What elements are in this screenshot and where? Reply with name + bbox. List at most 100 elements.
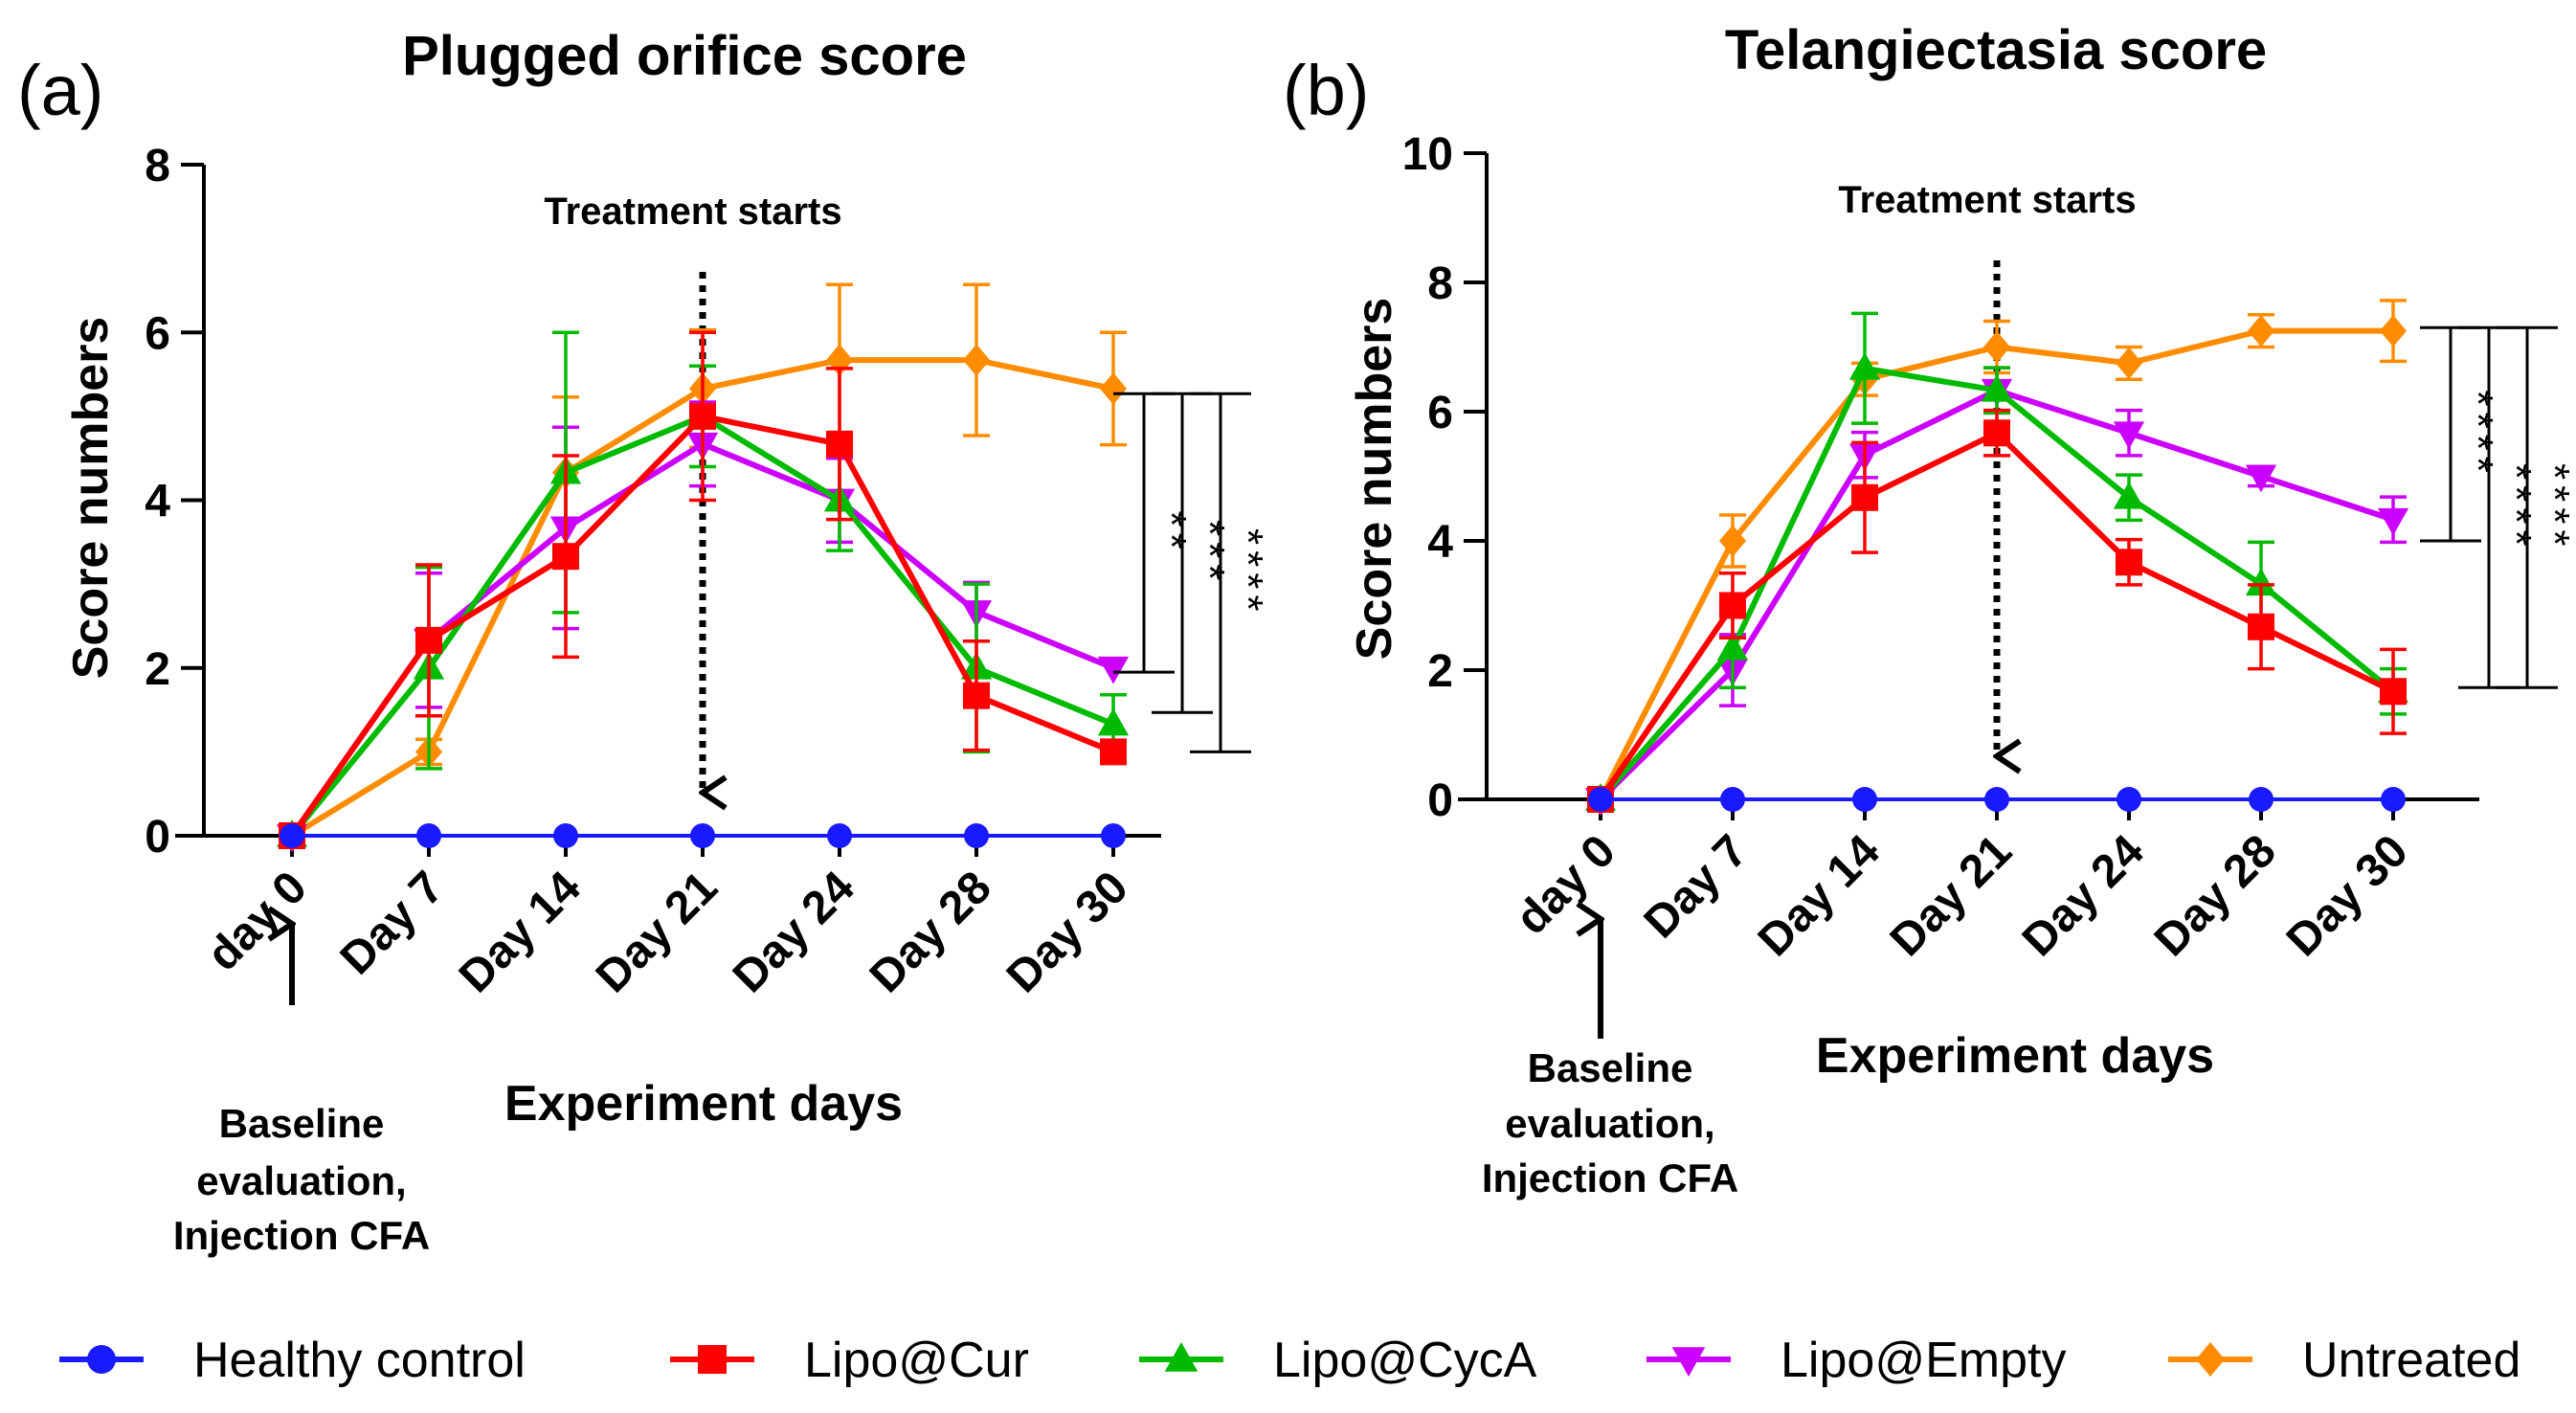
point-empty	[2113, 421, 2145, 450]
point-untreated	[1100, 372, 1127, 405]
point-cyca	[1716, 632, 1749, 661]
legend-label: Lipo@CycA	[1273, 1333, 1537, 1388]
legend-item-healthy: Healthy control	[59, 1333, 526, 1388]
significance-bracket	[1190, 392, 1251, 753]
y-tick-label: 0	[145, 812, 170, 863]
baseline-note-line: Injection CFA	[1482, 1155, 1738, 1200]
panel-a-y-axis-label: Score numbers	[63, 317, 119, 680]
significance-label: ***	[1186, 520, 1233, 586]
legend-marker-untreated	[2196, 1342, 2225, 1377]
legend: Healthy control Lipo@Cur Lipo@CycA Lipo@Emp…	[59, 1333, 2520, 1388]
x-tick-label: Day 30	[997, 862, 1138, 1002]
y-tick-label: 0	[1427, 775, 1453, 826]
point-untreated	[963, 344, 990, 376]
point-cur	[415, 626, 442, 654]
panel-b-x-axis-label: Experiment days	[1816, 1028, 2214, 1084]
point-healthy	[964, 823, 989, 848]
baseline-note-line: evaluation,	[1505, 1101, 1714, 1146]
point-cur	[1983, 419, 2010, 447]
significance-label: ****	[1224, 528, 1271, 617]
point-cur	[1719, 592, 1746, 619]
y-tick-label: 4	[1427, 517, 1453, 568]
y-tick-label: 4	[145, 477, 170, 527]
y-tick-label: 2	[1427, 646, 1453, 697]
point-cur	[1851, 483, 1878, 511]
point-healthy	[280, 823, 304, 848]
legend-label: Lipo@Cur	[804, 1333, 1029, 1388]
x-tick-label: Day 30	[2277, 825, 2418, 966]
panel-b-title: Telangiectasia score	[1725, 19, 2267, 81]
treatment-starts-label: Treatment starts	[1838, 179, 2136, 221]
series-healthy	[280, 823, 1126, 848]
legend-marker-healthy	[87, 1345, 116, 1374]
point-cur	[2248, 613, 2274, 640]
significance-label: ****	[2493, 463, 2540, 552]
x-tick-label: Day 24	[724, 862, 864, 1002]
baseline-note-line: Baseline	[1528, 1045, 1693, 1090]
x-tick-label: Day 21	[587, 862, 728, 1002]
legend-label: Healthy control	[193, 1333, 526, 1388]
x-tick-label: Day 14	[450, 862, 591, 1002]
legend-item-untreated: Untreated	[2168, 1333, 2520, 1388]
legend-marker-cur	[698, 1345, 727, 1374]
point-cur	[826, 430, 853, 458]
point-empty	[2245, 464, 2277, 493]
point-cur	[963, 682, 990, 709]
point-untreated	[2248, 314, 2274, 348]
panel-b-letter: (b)	[1283, 51, 1369, 130]
x-tick-label: Day 7	[1635, 825, 1758, 948]
baseline-note-line: Baseline	[219, 1101, 385, 1146]
legend-marker-empty	[1671, 1347, 1706, 1377]
legend-item-cur: Lipo@Cur	[670, 1333, 1029, 1388]
panel-a-letter: (a)	[17, 51, 103, 130]
significance-label: ****	[2531, 463, 2576, 552]
point-cyca	[1848, 351, 1881, 380]
baseline-note-line: evaluation,	[196, 1158, 406, 1203]
x-tick-label: Day 24	[2013, 825, 2154, 966]
point-healthy	[1101, 823, 1126, 848]
point-healthy	[2381, 787, 2406, 812]
point-healthy	[416, 823, 441, 848]
x-tick-label: day 0	[1507, 825, 1625, 944]
point-cyca	[1981, 373, 2013, 402]
treatment-starts-label: Treatment starts	[544, 191, 841, 233]
x-tick-label: Day 21	[1881, 825, 2022, 966]
panel-b-y-axis-label: Score numbers	[1347, 298, 1402, 661]
legend-item-cyca: Lipo@CycA	[1139, 1333, 1537, 1388]
x-tick-label: Day 7	[331, 862, 454, 984]
series-cur	[279, 330, 1127, 849]
y-tick-label: 2	[145, 644, 170, 695]
point-cur	[552, 543, 579, 571]
point-healthy	[827, 823, 852, 848]
point-untreated	[1983, 330, 2010, 364]
panel-a-title: Plugged orifice score	[402, 25, 967, 87]
y-tick-label: 8	[1427, 258, 1453, 309]
point-healthy	[1984, 787, 2009, 812]
legend-label: Untreated	[2302, 1333, 2520, 1388]
point-healthy	[553, 823, 578, 848]
significance-label: **	[1148, 511, 1195, 555]
legend-marker-cyca	[1164, 1342, 1198, 1372]
panel-b: (b) Telangiectasia score Score numbers E…	[1283, 19, 2576, 1200]
x-tick-label: Day 14	[1749, 825, 1890, 966]
point-healthy	[2249, 787, 2274, 812]
point-healthy	[1588, 787, 1613, 812]
significance-bracket	[2497, 325, 2558, 689]
point-healthy	[2117, 787, 2141, 812]
point-cyca	[2113, 481, 2145, 509]
x-tick-label: Day 28	[861, 862, 1001, 1002]
panel-a: (a) Plugged orifice score Score numbers …	[17, 25, 1271, 1258]
significance-label: ****	[2454, 390, 2501, 479]
point-healthy	[690, 823, 715, 848]
point-cur	[1100, 738, 1127, 766]
point-cyca	[2245, 568, 2277, 596]
panel-a-x-axis-label: Experiment days	[504, 1076, 903, 1132]
series-healthy	[1588, 787, 2406, 812]
point-empty	[1097, 656, 1130, 684]
point-empty	[2377, 507, 2409, 536]
point-cyca	[1097, 707, 1130, 736]
point-untreated	[2380, 314, 2407, 348]
point-healthy	[1852, 787, 1877, 812]
y-tick-label: 10	[1402, 129, 1453, 180]
y-tick-label: 8	[145, 141, 170, 191]
